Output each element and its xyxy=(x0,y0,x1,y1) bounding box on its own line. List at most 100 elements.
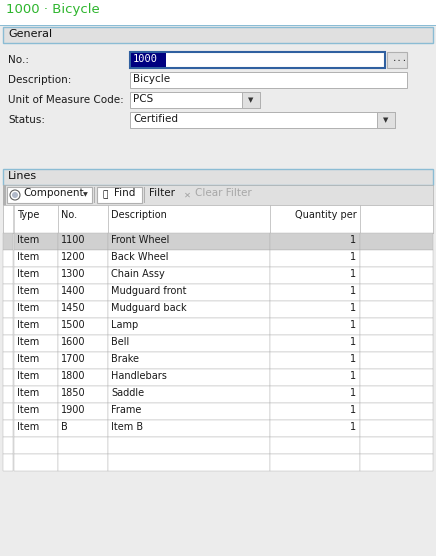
Bar xyxy=(360,301,433,318)
Bar xyxy=(14,301,58,318)
Bar xyxy=(14,318,58,335)
Text: Bell: Bell xyxy=(111,337,129,347)
Bar xyxy=(3,318,13,335)
Text: Item: Item xyxy=(17,286,39,296)
Bar xyxy=(270,335,360,352)
Text: Item: Item xyxy=(17,252,39,262)
Bar xyxy=(3,27,433,43)
Bar xyxy=(108,205,270,233)
Text: Description: Description xyxy=(111,210,167,220)
Bar xyxy=(360,352,433,369)
Text: 1: 1 xyxy=(350,269,356,279)
Bar xyxy=(58,352,108,369)
Text: 1: 1 xyxy=(350,286,356,296)
Bar xyxy=(14,420,58,437)
Text: Item: Item xyxy=(17,235,39,245)
Bar xyxy=(270,403,360,420)
Bar xyxy=(360,318,433,335)
Bar xyxy=(108,454,270,471)
Bar xyxy=(14,233,58,250)
Bar xyxy=(3,369,13,386)
Bar xyxy=(377,112,395,128)
Text: 1: 1 xyxy=(350,303,356,313)
Text: Mudguard front: Mudguard front xyxy=(111,286,187,296)
Bar xyxy=(270,205,360,233)
Bar xyxy=(58,267,108,284)
Bar xyxy=(130,92,260,108)
Text: 1: 1 xyxy=(350,337,356,347)
Bar xyxy=(144,187,145,203)
Bar xyxy=(58,284,108,301)
Text: Quantity per: Quantity per xyxy=(295,210,357,220)
Text: 1: 1 xyxy=(350,320,356,330)
Bar xyxy=(94,187,95,203)
Bar xyxy=(3,233,13,250)
Bar xyxy=(130,72,407,88)
Text: Front Wheel: Front Wheel xyxy=(111,235,169,245)
Bar xyxy=(242,92,260,108)
Bar xyxy=(387,52,407,68)
Text: 1600: 1600 xyxy=(61,337,85,347)
Text: 1500: 1500 xyxy=(61,320,85,330)
Text: 1300: 1300 xyxy=(61,269,85,279)
Text: 1: 1 xyxy=(350,422,356,432)
Bar xyxy=(270,250,360,267)
Text: Item: Item xyxy=(17,405,39,415)
Bar xyxy=(58,301,108,318)
Text: 1: 1 xyxy=(350,405,356,415)
Bar xyxy=(3,420,13,437)
Bar xyxy=(108,369,270,386)
Text: 1: 1 xyxy=(350,252,356,262)
Bar xyxy=(270,318,360,335)
Bar xyxy=(58,318,108,335)
Bar xyxy=(3,301,13,318)
Bar xyxy=(58,386,108,403)
Text: Unit of Measure Code:: Unit of Measure Code: xyxy=(8,95,124,105)
Bar xyxy=(108,250,270,267)
Bar xyxy=(360,205,433,233)
Bar xyxy=(360,386,433,403)
Bar xyxy=(58,250,108,267)
Bar xyxy=(360,233,433,250)
Bar xyxy=(108,284,270,301)
Bar xyxy=(14,284,58,301)
Bar xyxy=(108,335,270,352)
Text: Brake: Brake xyxy=(111,354,139,364)
Text: ...: ... xyxy=(392,54,408,63)
Bar xyxy=(7,187,92,203)
Text: B: B xyxy=(61,422,68,432)
Bar xyxy=(108,352,270,369)
Text: 🔍: 🔍 xyxy=(102,191,108,200)
Text: Item: Item xyxy=(17,388,39,398)
Text: Frame: Frame xyxy=(111,405,141,415)
Bar xyxy=(130,52,385,68)
Bar xyxy=(360,267,433,284)
Bar xyxy=(14,369,58,386)
Text: 1400: 1400 xyxy=(61,286,85,296)
Bar xyxy=(360,284,433,301)
Bar xyxy=(108,437,270,454)
Bar xyxy=(3,454,13,471)
Bar xyxy=(270,420,360,437)
Bar xyxy=(3,250,13,267)
Text: Bicycle: Bicycle xyxy=(133,74,170,84)
Text: 1: 1 xyxy=(350,371,356,381)
Bar xyxy=(0,25,436,26)
Bar xyxy=(3,185,6,205)
Text: 1: 1 xyxy=(350,354,356,364)
Text: ▼: ▼ xyxy=(249,97,254,103)
Text: Item B: Item B xyxy=(111,422,143,432)
Text: Item: Item xyxy=(17,422,39,432)
Bar xyxy=(108,318,270,335)
Text: Clear Filter: Clear Filter xyxy=(195,188,252,198)
Bar xyxy=(3,267,13,284)
Text: Type: Type xyxy=(17,210,39,220)
Text: 1850: 1850 xyxy=(61,388,85,398)
Text: ▼: ▼ xyxy=(83,192,87,197)
Bar xyxy=(3,205,13,233)
Text: Item: Item xyxy=(17,354,39,364)
Bar xyxy=(270,437,360,454)
Bar xyxy=(3,205,433,233)
Text: Item: Item xyxy=(17,371,39,381)
Text: Item: Item xyxy=(17,303,39,313)
